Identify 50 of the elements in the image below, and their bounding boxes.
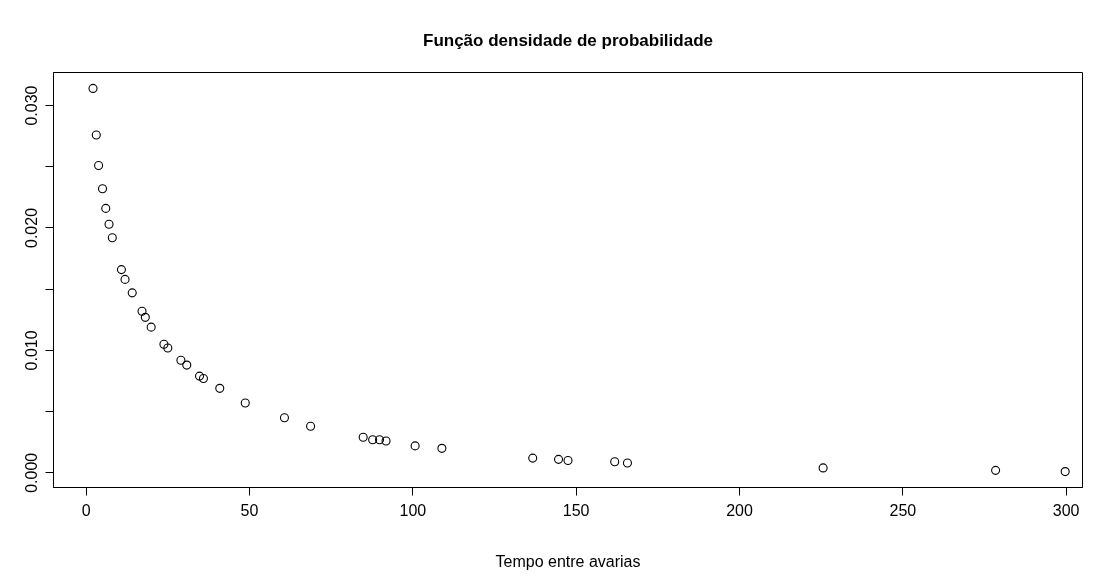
point — [437, 443, 447, 453]
point — [563, 456, 573, 466]
point — [116, 265, 126, 275]
point — [374, 435, 385, 445]
point — [182, 360, 192, 370]
point — [215, 383, 225, 393]
x-tick-label: 150 — [562, 501, 590, 519]
point — [358, 432, 368, 442]
point — [1060, 467, 1070, 477]
point — [306, 421, 316, 431]
point — [176, 355, 186, 365]
x-axis-title: Tempo entre avarias — [495, 552, 641, 570]
point — [528, 453, 538, 463]
point — [88, 83, 98, 93]
point — [97, 184, 108, 194]
x-tick-label: 250 — [889, 501, 917, 519]
point — [240, 398, 250, 408]
x-tick-label: 100 — [399, 501, 427, 519]
point — [194, 371, 205, 381]
x-tick-label: 300 — [1052, 501, 1080, 519]
point — [163, 343, 173, 353]
chart-title: Função densidade de probabilidade — [423, 30, 714, 50]
point — [622, 458, 632, 468]
point — [127, 288, 137, 298]
point — [279, 413, 289, 423]
point — [91, 130, 101, 140]
point — [198, 374, 208, 384]
point — [94, 161, 104, 171]
point — [137, 306, 147, 316]
point — [818, 463, 828, 473]
point — [140, 312, 150, 322]
point — [104, 219, 114, 229]
point — [553, 454, 564, 464]
x-tick-label: 50 — [240, 501, 259, 519]
point — [368, 435, 378, 445]
y-tick-label: 0.020 — [23, 207, 41, 248]
y-tick-label: 0.030 — [23, 85, 41, 126]
point — [991, 465, 1001, 475]
x-tick-label: 0 — [81, 501, 91, 519]
point — [146, 322, 156, 332]
point — [410, 441, 420, 451]
x-tick-label: 200 — [726, 501, 753, 519]
y-tick-label: 0.010 — [23, 330, 41, 371]
point — [101, 203, 111, 213]
y-tick-label: 0.000 — [23, 452, 41, 493]
point — [610, 457, 620, 467]
point — [120, 274, 130, 284]
point — [159, 339, 169, 349]
point — [381, 436, 391, 446]
point — [107, 233, 117, 243]
